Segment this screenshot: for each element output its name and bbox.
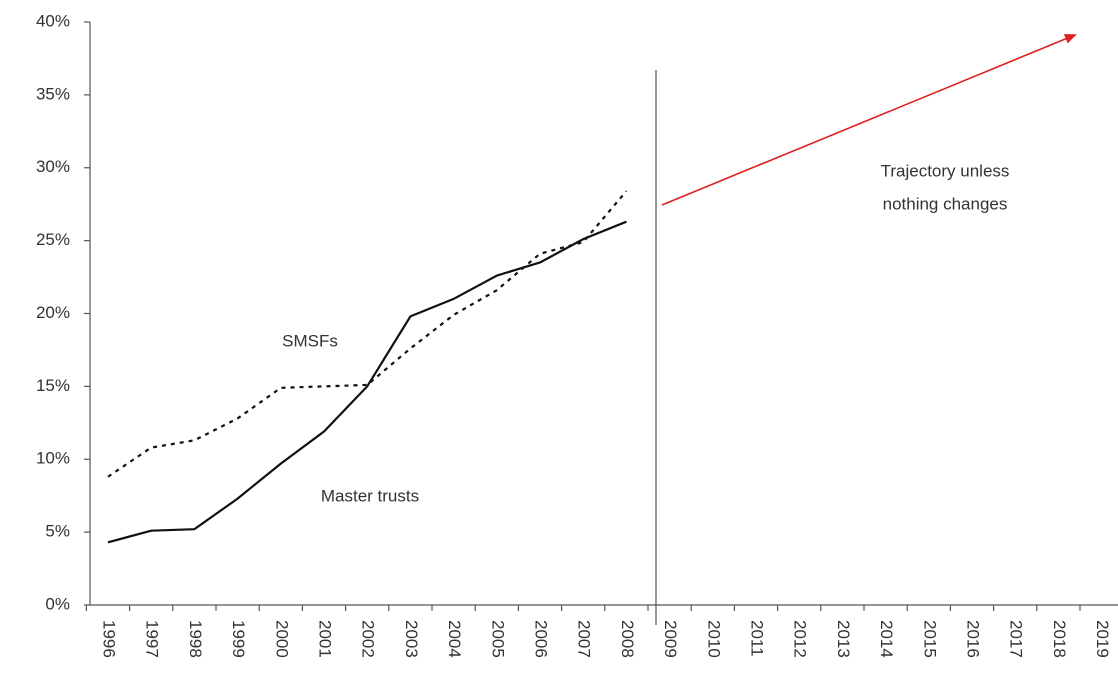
x-tick-label: 2015 [920,620,939,658]
y-tick-label: 30% [36,157,70,176]
x-tick-label: 2018 [1050,620,1069,658]
y-tick-label: 35% [36,84,70,103]
x-tick-label: 2001 [316,620,335,658]
series-line [107,220,627,544]
x-tick-label: 2004 [445,620,464,658]
x-tick-label: 2011 [748,620,767,657]
y-tick-label: 15% [36,376,70,395]
x-tick-label: 2016 [964,620,983,658]
x-tick-label: 2014 [877,620,896,658]
x-tick-label: 2019 [1093,620,1112,658]
x-tick-label: 2003 [402,620,421,658]
x-tick-label: 2013 [834,620,853,658]
x-tick-label: 2007 [575,620,594,658]
x-tick-label: 2008 [618,620,637,658]
annotation: nothing changes [883,194,1008,213]
y-tick-label: 25% [36,230,70,249]
x-tick-label: 2000 [272,620,291,658]
x-tick-label: 2006 [532,620,551,658]
x-tick-label: 2012 [791,620,810,658]
x-tick-label: 2017 [1007,620,1026,658]
y-tick-label: 40% [36,11,70,30]
y-tick-label: 5% [45,522,70,541]
x-tick-label: 1997 [143,620,162,658]
series-label: Master trusts [321,486,419,505]
y-tick-label: 20% [36,303,70,322]
y-tick-label: 0% [45,594,70,613]
x-tick-label: 2005 [488,620,507,658]
y-tick-label: 10% [36,449,70,468]
series-label: SMSFs [282,331,338,350]
x-tick-label: 1998 [186,620,205,658]
x-tick-label: 1996 [100,620,119,658]
x-tick-label: 1999 [229,620,248,658]
x-tick-label: 2009 [661,620,680,658]
x-tick-label: 2010 [704,620,723,658]
x-tick-label: 2002 [359,620,378,658]
series-line [107,190,628,478]
annotation: Trajectory unless [881,161,1010,180]
trajectory-arrow [661,34,1077,206]
